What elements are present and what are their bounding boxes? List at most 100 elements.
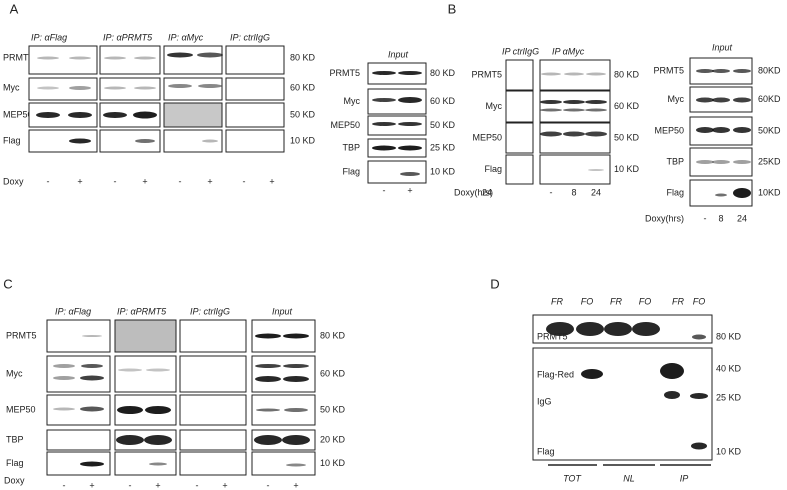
band: [632, 322, 660, 336]
row-label: PRMT5: [329, 68, 360, 78]
blot: [163, 102, 223, 128]
row-label: Flag-Red: [537, 369, 574, 379]
band: [118, 368, 142, 372]
row-label: Myc: [486, 101, 503, 111]
size-label: 10 KD: [290, 135, 316, 145]
header: IP: αPRMT5: [117, 306, 167, 316]
band: [576, 322, 604, 336]
size-label: 50 KD: [430, 120, 456, 130]
doxy-mark: +: [269, 176, 274, 186]
band: [149, 462, 167, 466]
band: [564, 72, 584, 76]
band: [585, 131, 607, 137]
band: [712, 97, 730, 103]
doxy-label: Doxy: [3, 176, 24, 186]
band: [398, 122, 422, 126]
size-label: 60 KD: [430, 96, 456, 106]
size-label: 80 KD: [430, 68, 456, 78]
size-label: 50 KD: [290, 109, 316, 119]
blot: [367, 138, 427, 158]
size-label: 60 KD: [614, 101, 640, 111]
band: [255, 333, 281, 339]
doxy-mark: +: [207, 176, 212, 186]
blot: [505, 90, 534, 123]
blot: [367, 62, 427, 85]
doxy-mark: -: [179, 176, 182, 186]
band: [400, 172, 420, 176]
row-label: Flag: [3, 135, 21, 145]
band: [283, 376, 309, 382]
band: [134, 56, 156, 60]
header: IP: ctrlIgG: [190, 306, 230, 316]
blot: [28, 45, 98, 75]
blot: [367, 115, 427, 136]
doxy-mark: -: [704, 213, 707, 223]
row-label: Myc: [6, 368, 23, 378]
doxy-mark: -: [196, 480, 199, 490]
band: [37, 56, 59, 60]
doxy-mark: -: [243, 176, 246, 186]
blot: [163, 77, 223, 101]
blot: [539, 122, 611, 154]
doxy-mark: +: [222, 480, 227, 490]
size-label: 60 KD: [320, 368, 346, 378]
band: [540, 131, 562, 137]
band: [696, 127, 714, 133]
blot: [99, 129, 161, 153]
band: [546, 322, 574, 336]
size-label: 10 KD: [320, 458, 346, 468]
row-label: Myc: [3, 82, 20, 92]
band: [168, 84, 192, 88]
band: [733, 97, 751, 103]
row-label: PRMT5: [6, 330, 37, 340]
band: [712, 160, 730, 164]
blot: [251, 355, 316, 393]
band: [80, 375, 104, 381]
panel-label: A: [10, 1, 19, 16]
band: [690, 393, 708, 399]
blot: [225, 129, 285, 153]
size-label: 50KD: [758, 125, 781, 135]
band: [540, 100, 562, 104]
blot: [46, 355, 111, 393]
blot: [179, 451, 247, 476]
size-label: 80 KD: [290, 52, 316, 62]
band: [696, 160, 714, 164]
blot: [225, 77, 285, 101]
doxy-mark: 8: [718, 213, 723, 223]
band: [198, 84, 222, 88]
blot: [114, 319, 177, 353]
blot: [28, 129, 98, 153]
row-label: IgG: [537, 396, 552, 406]
blot: [505, 122, 534, 154]
row-label: Flag: [342, 166, 360, 176]
band: [733, 188, 751, 198]
blot: [225, 45, 285, 75]
band: [36, 112, 60, 118]
band: [372, 71, 396, 75]
band: [692, 334, 706, 340]
band: [604, 322, 632, 336]
ip-header: IP ctrlIgG: [502, 46, 539, 56]
doxy-mark: +: [155, 480, 160, 490]
doxy-mark: +: [407, 185, 412, 195]
group-label: NL: [623, 473, 635, 483]
band: [202, 139, 218, 143]
panel-label: C: [3, 276, 12, 291]
doxy-mark: 24: [482, 187, 492, 197]
band: [82, 335, 102, 337]
row-label: PRMT5: [537, 331, 568, 341]
doxy-mark: 24: [591, 187, 601, 197]
group-label: TOT: [563, 473, 582, 483]
doxy-mark: -: [114, 176, 117, 186]
ip-header: IP: αMyc: [168, 32, 204, 42]
blot: [114, 451, 177, 476]
band: [586, 72, 606, 76]
band: [282, 435, 310, 445]
band: [563, 131, 585, 137]
band: [372, 145, 396, 151]
size-label: 80 KD: [716, 331, 742, 341]
header: IP: αFlag: [55, 306, 91, 316]
band: [283, 333, 309, 339]
